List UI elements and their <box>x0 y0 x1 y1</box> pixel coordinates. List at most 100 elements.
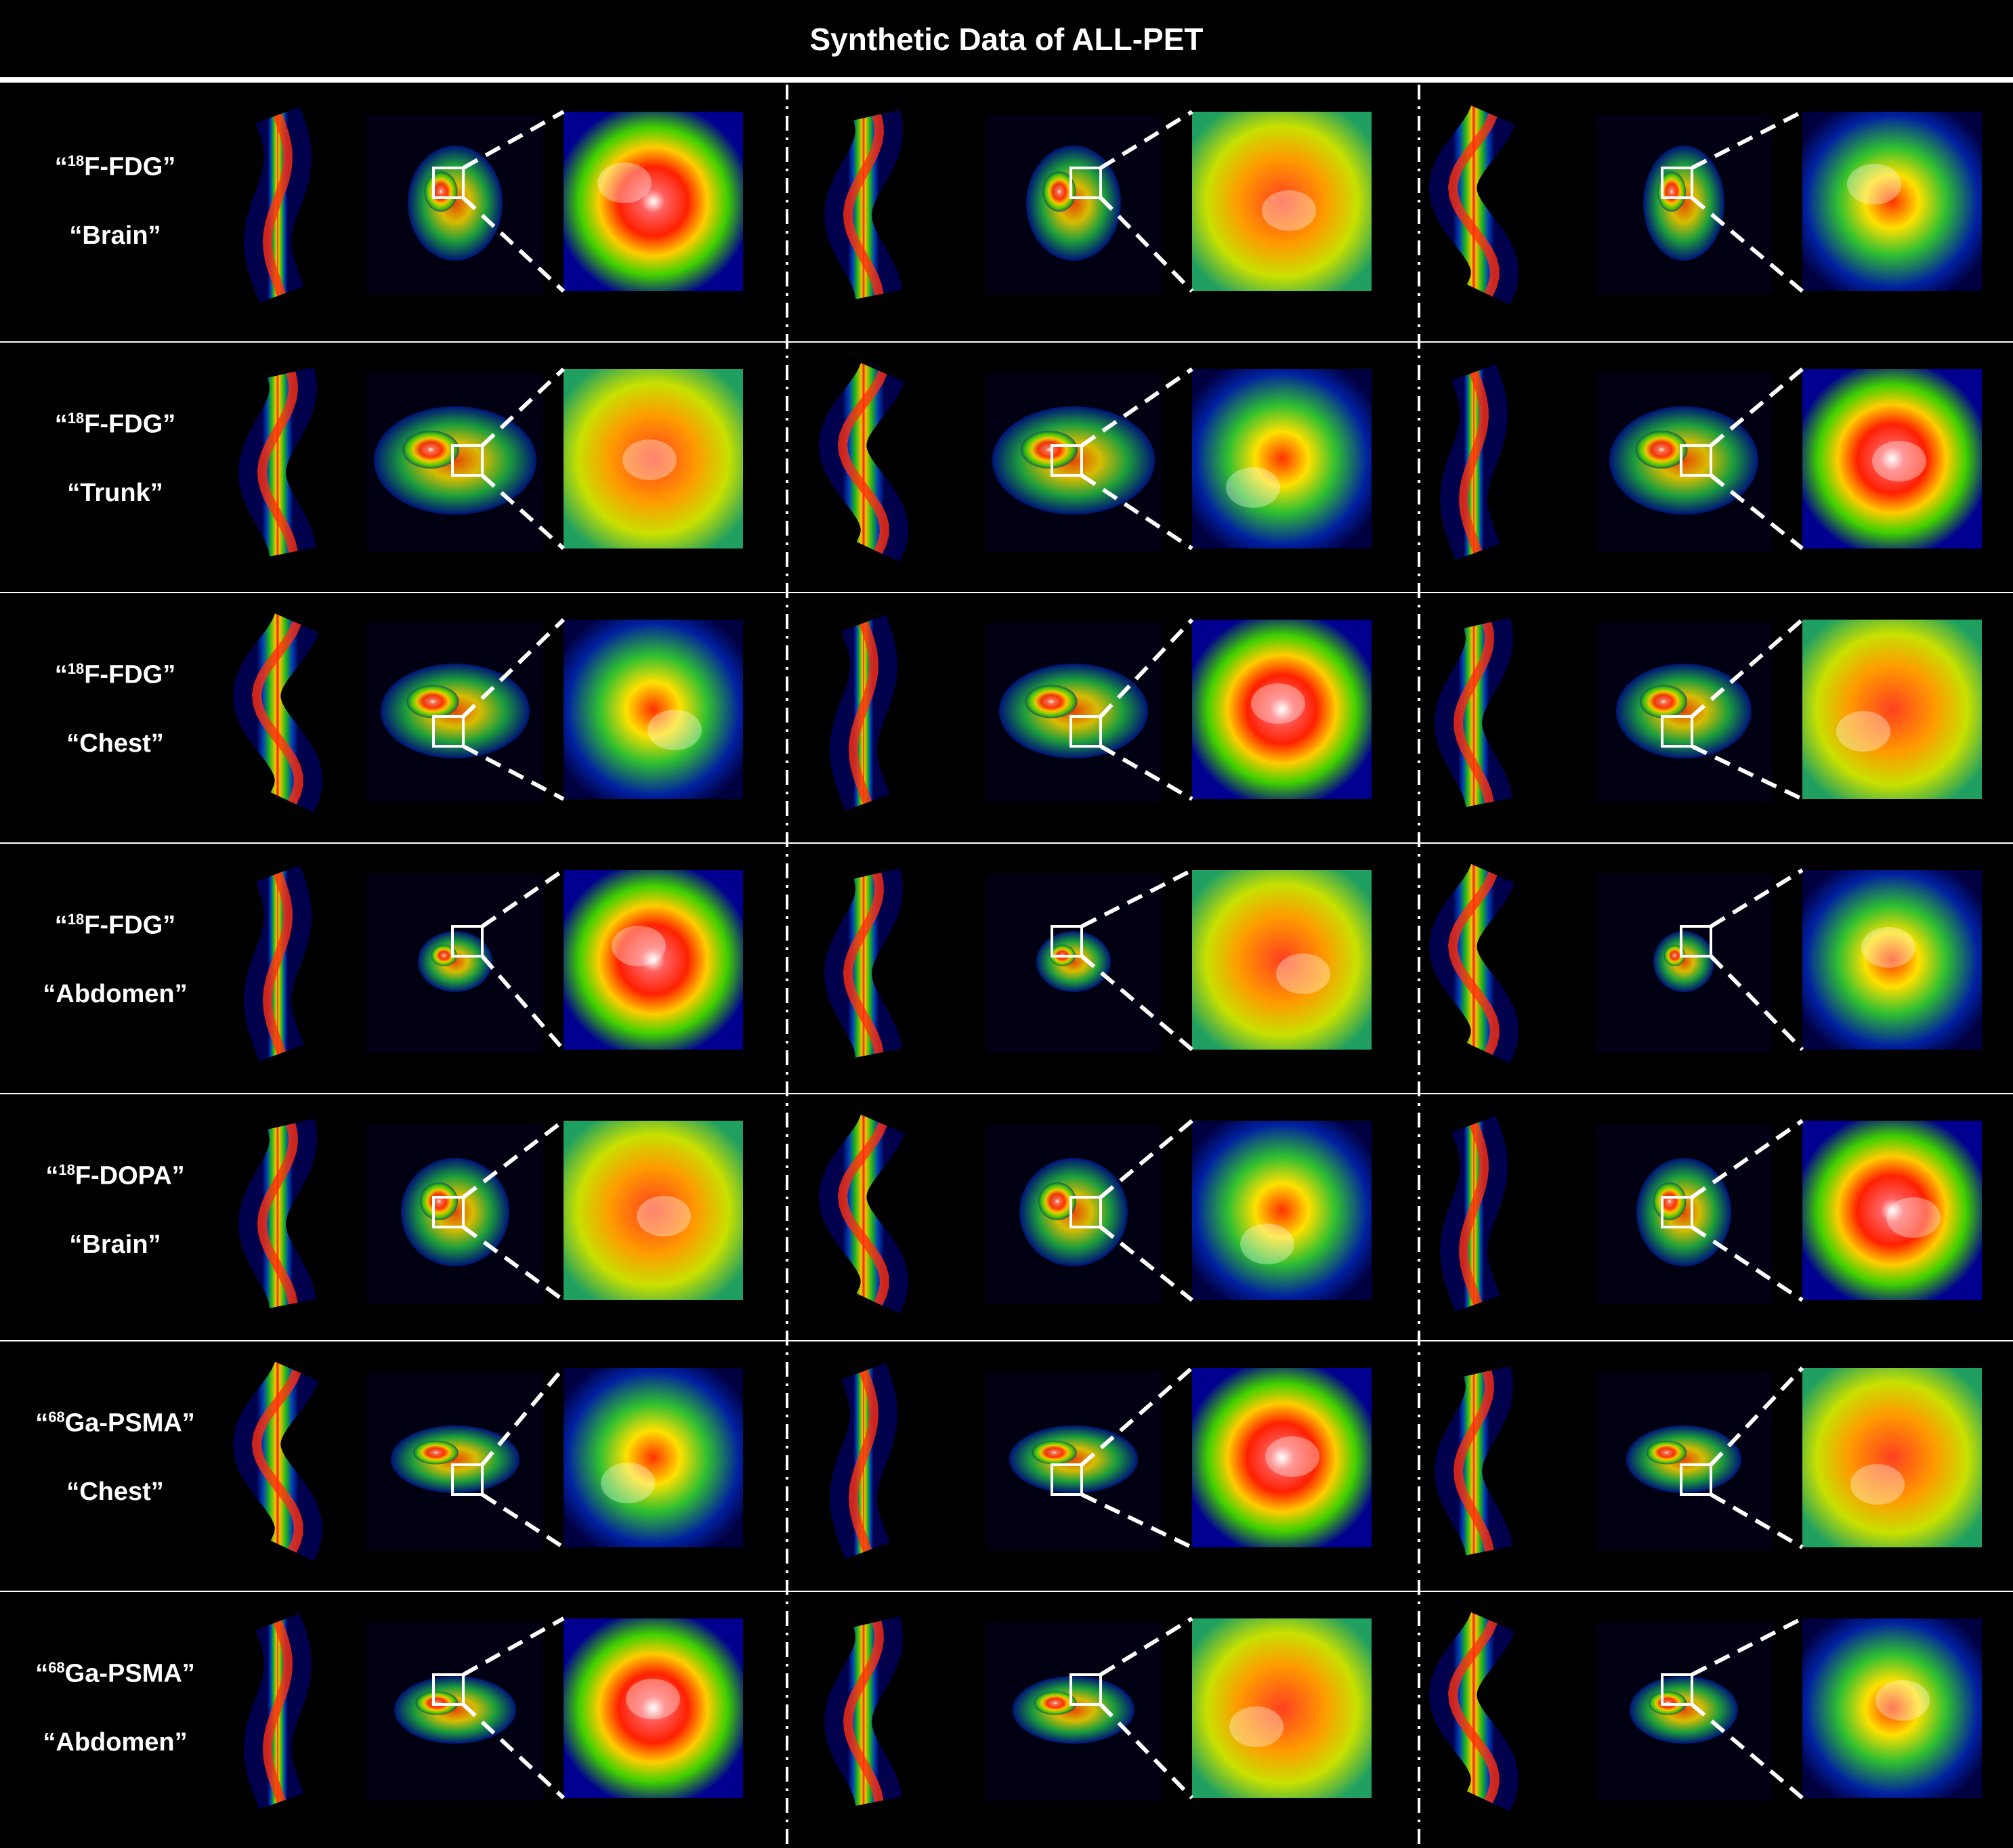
zoom-connector <box>1099 1119 1193 1199</box>
sample-group <box>243 1613 743 1809</box>
zoom-image <box>1802 369 1982 549</box>
zoom-panel <box>461 110 743 293</box>
zoom-connector <box>1691 1119 1804 1199</box>
sample-group <box>824 1616 1372 1806</box>
roi-box <box>451 925 484 958</box>
zoom-connector <box>1080 473 1193 551</box>
zoom-connector <box>1099 110 1193 170</box>
roi-box <box>1680 444 1712 477</box>
roi-box <box>1069 715 1102 748</box>
axial-slice <box>1596 1124 1772 1304</box>
zoom-panel <box>1099 110 1372 293</box>
zoom-connector <box>1710 367 1804 448</box>
zoom-image <box>1192 369 1372 549</box>
axial-slice <box>1596 1622 1772 1801</box>
zoom-connector <box>1691 744 1804 801</box>
zoom-connector <box>1080 1492 1193 1549</box>
sinogram-strip <box>1439 1115 1508 1312</box>
zoom-connector <box>1710 1492 1804 1549</box>
zoom-connector <box>480 955 566 1051</box>
zoom-image <box>564 620 743 799</box>
zoom-panel <box>1080 868 1372 1052</box>
roi-box <box>432 715 465 748</box>
zoom-image <box>564 870 743 1050</box>
row-region-label: “Chest” <box>66 729 164 758</box>
zoom-image <box>1802 1121 1982 1300</box>
sinogram-strip <box>829 614 897 811</box>
zoom-connector <box>462 744 565 801</box>
zoom-connector <box>462 1616 565 1677</box>
zoom-image <box>564 1618 743 1798</box>
zoom-connector <box>1099 1702 1194 1800</box>
row-region-label: “Abdomen” <box>43 1728 188 1757</box>
zoom-connector <box>1080 367 1193 448</box>
zoom-image <box>1802 620 1982 799</box>
roi-box <box>1069 1196 1102 1228</box>
zoom-image <box>1802 1618 1982 1798</box>
axial-slice <box>1596 623 1772 802</box>
sinogram-strip <box>243 1613 312 1809</box>
zoom-connector <box>462 1225 565 1302</box>
sample-group <box>238 367 743 557</box>
roi-box <box>432 1673 465 1706</box>
sinogram-strip <box>1434 618 1513 807</box>
zoom-connector <box>461 196 566 293</box>
zoom-connector <box>1710 868 1804 928</box>
zoom-image <box>1802 112 1982 291</box>
axial-slice <box>1596 372 1772 552</box>
sample-group <box>232 614 743 813</box>
zoom-connector <box>1099 744 1193 801</box>
roi-box <box>1069 167 1102 199</box>
roi-box <box>1051 925 1083 958</box>
zoom-panel <box>1691 1616 1982 1800</box>
zoom-connector <box>480 367 566 448</box>
sinogram-strip <box>238 1119 317 1308</box>
row-region-label: “Abdomen” <box>43 980 188 1008</box>
zoom-image <box>1802 1368 1982 1547</box>
sample-group <box>1428 864 1982 1063</box>
row-region-label: “Chest” <box>66 1478 164 1506</box>
sample-group <box>243 106 743 303</box>
sinogram-strip <box>243 865 312 1061</box>
zoom-connector <box>1691 1225 1804 1302</box>
sample-group <box>818 363 1372 562</box>
sample-group <box>1428 106 1982 305</box>
sinogram-strip <box>818 363 908 562</box>
sinogram-strip <box>1428 864 1519 1063</box>
row-tracer-label: “18F-FDG” <box>54 911 176 940</box>
axial-slice <box>986 372 1162 552</box>
zoom-panel <box>1099 1616 1372 1800</box>
zoom-image <box>1192 1368 1372 1547</box>
zoom-image <box>1192 1121 1372 1300</box>
sinogram-strip <box>829 1362 897 1559</box>
axial-slice <box>1596 1371 1772 1551</box>
row-tracer-label: “18F-DOPA” <box>45 1161 185 1190</box>
roi-box <box>451 444 484 477</box>
sample-group <box>1428 1612 1982 1811</box>
roi-box <box>1661 1196 1693 1228</box>
zoom-image <box>564 1121 743 1300</box>
sample-group <box>829 614 1372 811</box>
roi-box <box>1661 715 1693 748</box>
sinogram-strip <box>232 1362 322 1561</box>
zoom-panel <box>1080 1366 1372 1549</box>
zoom-connector <box>480 1367 566 1466</box>
sample-group <box>818 1115 1372 1314</box>
row-region-label: “Brain” <box>69 221 161 250</box>
sinogram-strip <box>824 868 903 1058</box>
roi-box <box>1680 1463 1712 1496</box>
row-tracer-label: “18F-FDG” <box>54 152 176 181</box>
zoom-connector <box>461 1702 566 1800</box>
row-region-label: “Trunk” <box>67 479 163 507</box>
zoom-panel <box>480 868 743 1051</box>
sinogram-strip <box>824 110 903 299</box>
sinogram-strip <box>232 614 322 813</box>
axial-slice <box>986 1622 1162 1801</box>
zoom-connector <box>462 110 565 170</box>
sample-group <box>232 1362 743 1561</box>
roi-box <box>1661 167 1693 199</box>
sample-group <box>238 1119 743 1308</box>
axial-slice <box>367 1124 543 1304</box>
